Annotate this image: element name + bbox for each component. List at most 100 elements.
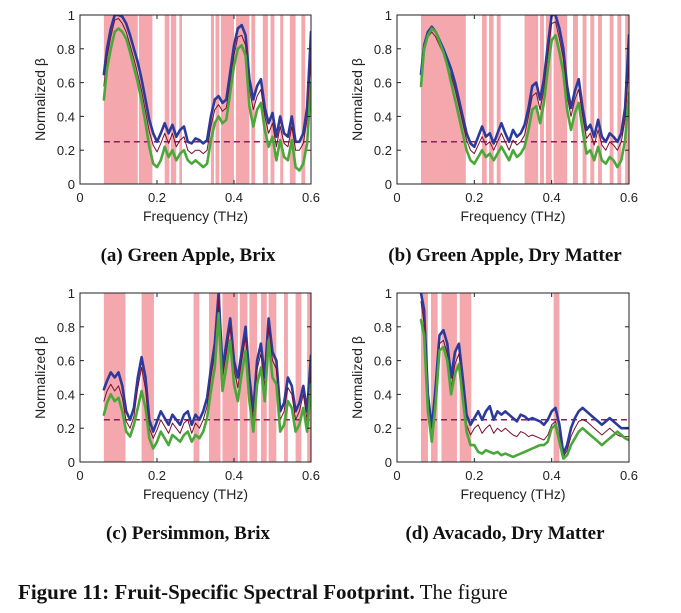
series-line-blue <box>102 15 311 145</box>
y-tick-label: 1 <box>68 8 75 23</box>
figure-caption: Figure 11: Fruit-Specific Spectral Footp… <box>18 580 678 605</box>
selected-band-3 <box>164 15 170 184</box>
chart-panel-b: 0 0.2 0.4 0.6 0 0.2 0.4 0.6 0.8 1 Frequency (THz) N… <box>349 8 638 224</box>
x-axis-label: Frequency (THz) <box>460 486 565 502</box>
y-tick-label: 0 <box>385 455 392 470</box>
y-tick-label: 1 <box>68 286 75 301</box>
x-tick-label: 0.6 <box>620 468 638 483</box>
y-axis-label: Normalized β <box>349 58 365 141</box>
x-tick-label: 0.2 <box>148 468 166 483</box>
selected-band-4 <box>170 15 177 184</box>
series-line-green <box>102 27 311 172</box>
selected-band-3 <box>193 293 200 462</box>
x-axis-label: Frequency (THz) <box>143 208 248 224</box>
selected-band-2 <box>431 293 438 462</box>
plot-frame <box>396 292 630 463</box>
y-axis-label: Normalized β <box>32 58 48 141</box>
x-tick-label: 0 <box>393 468 400 483</box>
y-tick-label: 0.2 <box>57 143 75 158</box>
x-tick-label: 0.6 <box>620 190 638 205</box>
plot-frame <box>396 14 630 185</box>
y-tick-label: 0.6 <box>57 354 75 369</box>
y-tick-label: 0 <box>68 455 75 470</box>
selected-band-14 <box>289 15 296 184</box>
x-tick-label: 0.2 <box>148 190 166 205</box>
x-tick-label: 0.4 <box>543 190 561 205</box>
y-tick-label: 0.4 <box>57 387 75 402</box>
y-tick-label: 0.8 <box>374 320 392 335</box>
selected-band-2 <box>482 15 487 184</box>
series-line-thin <box>420 301 629 458</box>
x-tick-label: 0 <box>393 190 400 205</box>
y-tick-label: 0.2 <box>374 143 392 158</box>
selected-band-9 <box>235 15 250 184</box>
y-tick-label: 0.2 <box>57 421 75 436</box>
selected-band-3 <box>489 15 494 184</box>
x-tick-label: 0 <box>76 190 83 205</box>
series-line-blue <box>419 15 629 149</box>
selected-band-11 <box>295 293 302 462</box>
y-tick-label: 0 <box>385 177 392 192</box>
x-tick-label: 0.2 <box>465 468 483 483</box>
selected-band-6 <box>239 293 248 462</box>
chart-panel-a: 0 0.2 0.4 0.6 0 0.2 0.4 0.6 0.8 1 Frequency (THz) N… <box>32 8 320 224</box>
selected-band-9 <box>572 15 578 184</box>
selected-band-11 <box>590 15 595 184</box>
x-tick-label: 0.4 <box>543 468 561 483</box>
x-tick-label: 0.2 <box>465 190 483 205</box>
selected-band-11 <box>262 15 268 184</box>
series-line-thin <box>103 299 311 439</box>
y-tick-label: 1 <box>385 8 392 23</box>
x-tick-label: 0.4 <box>225 190 243 205</box>
selected-band-1 <box>420 293 428 462</box>
y-tick-label: 0.4 <box>374 387 392 402</box>
caption-a: (a) Green Apple, Brix <box>100 245 276 266</box>
selected-band-7 <box>249 293 258 462</box>
x-tick-label: 0 <box>76 468 83 483</box>
plot-frame <box>79 14 312 185</box>
selected-band-4 <box>496 15 501 184</box>
series-line-thin <box>103 17 311 155</box>
y-tick-label: 0.8 <box>57 42 75 57</box>
x-axis-label: Frequency (THz) <box>143 486 248 502</box>
selected-band-10 <box>582 15 587 184</box>
series-line-green <box>419 318 629 460</box>
selected-band-12 <box>598 15 602 184</box>
caption-d: (d) Avacado, Dry Matter <box>405 523 605 544</box>
y-tick-label: 0.6 <box>57 76 75 91</box>
y-tick-label: 0.4 <box>374 109 392 124</box>
selected-band-15 <box>301 15 306 184</box>
x-tick-label: 0.4 <box>225 468 243 483</box>
series-line-blue <box>102 293 311 433</box>
series-line-blue <box>419 293 629 455</box>
selected-band-7 <box>545 15 552 184</box>
selected-band-15 <box>625 15 629 184</box>
series-line-green <box>419 27 629 169</box>
figure-caption-text: The figure <box>419 580 508 604</box>
x-axis-label: Frequency (THz) <box>460 208 565 224</box>
x-tick-label: 0.6 <box>302 190 320 205</box>
selected-band-14 <box>617 15 622 184</box>
y-tick-label: 0 <box>68 177 75 192</box>
selected-band-13 <box>609 15 614 184</box>
figure-caption-title: Figure 11: Fruit-Specific Spectral Footp… <box>18 580 415 604</box>
y-tick-label: 0.2 <box>374 421 392 436</box>
y-axis-label: Normalized β <box>349 336 365 419</box>
selected-band-12 <box>270 15 275 184</box>
caption-b: (b) Green Apple, Dry Matter <box>388 245 622 266</box>
selected-band-5 <box>553 293 560 462</box>
selected-band-4 <box>208 293 221 462</box>
selected-band-6 <box>210 15 214 184</box>
y-tick-label: 0.8 <box>374 42 392 57</box>
plot-frame <box>79 292 312 463</box>
selected-band-10 <box>284 293 288 462</box>
y-tick-label: 0.6 <box>374 354 392 369</box>
caption-c: (c) Persimmon, Brix <box>105 523 271 544</box>
selected-band-4 <box>459 293 472 462</box>
series-line-thin <box>420 21 629 155</box>
selected-band-7 <box>215 15 220 184</box>
x-tick-label: 0.6 <box>302 468 320 483</box>
chart-panel-c: 0 0.2 0.4 0.6 0 0.2 0.4 0.6 0.8 1 Frequency (THz) N… <box>32 286 320 502</box>
y-tick-label: 0.8 <box>57 320 75 335</box>
y-axis-label: Normalized β <box>32 336 48 419</box>
